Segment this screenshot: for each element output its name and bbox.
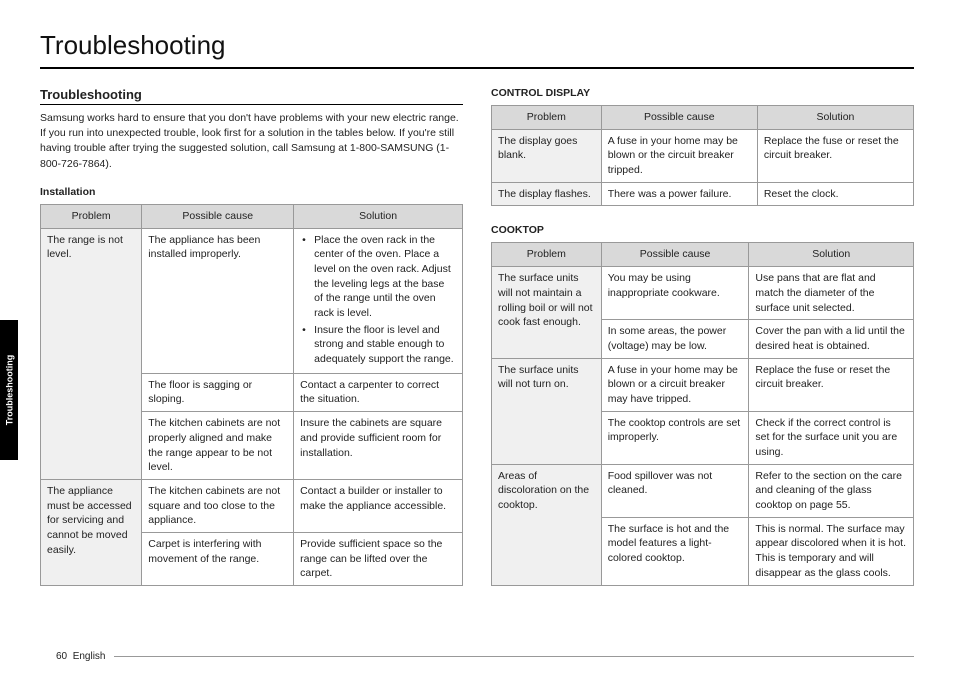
th-problem: Problem: [492, 243, 602, 267]
cell-solution: Cover the pan with a lid until the desir…: [749, 320, 914, 358]
title-rule: [40, 67, 914, 69]
control-display-heading: CONTROL DISPLAY: [491, 87, 914, 99]
cell-solution: Check if the correct control is set for …: [749, 411, 914, 464]
th-solution: Solution: [757, 106, 913, 130]
section-rule: [40, 104, 463, 105]
columns: Troubleshooting Samsung works hard to en…: [40, 87, 914, 604]
cell-solution: Replace the fuse or reset the circuit br…: [749, 358, 914, 411]
cell-cause: The appliance has been installed imprope…: [142, 228, 294, 373]
cell-solution: Refer to the section on the care and cle…: [749, 464, 914, 517]
side-tab-label: Troubleshooting: [4, 355, 14, 426]
installation-heading: Installation: [40, 186, 463, 198]
cell-solution: Reset the clock.: [757, 182, 913, 206]
footer-lang: English: [73, 651, 106, 662]
cell-problem: The surface units will not turn on.: [492, 358, 602, 464]
th-cause: Possible cause: [142, 204, 294, 228]
cell-cause: Carpet is interfering with movement of t…: [142, 532, 294, 585]
th-cause: Possible cause: [601, 243, 749, 267]
left-column: Troubleshooting Samsung works hard to en…: [40, 87, 463, 604]
cell-solution: Contact a builder or installer to make t…: [294, 479, 463, 532]
footer: 60 English: [56, 651, 914, 662]
cell-cause: The surface is hot and the model feature…: [601, 517, 749, 585]
th-solution: Solution: [749, 243, 914, 267]
cell-cause: A fuse in your home may be blown or the …: [601, 129, 757, 182]
installation-table: Problem Possible cause Solution The rang…: [40, 204, 463, 586]
cell-problem: The display flashes.: [492, 182, 602, 206]
th-problem: Problem: [492, 106, 602, 130]
solution-item: Insure the floor is level and strong and…: [300, 323, 456, 367]
cell-solution: Place the oven rack in the center of the…: [294, 228, 463, 373]
cell-problem: The surface units will not maintain a ro…: [492, 267, 602, 358]
solution-item: Place the oven rack in the center of the…: [300, 233, 456, 321]
intro-text: Samsung works hard to ensure that you do…: [40, 111, 463, 172]
cell-cause: You may be using inappropriate cookware.: [601, 267, 749, 320]
cell-cause: The kitchen cabinets are not square and …: [142, 479, 294, 532]
cell-problem: The appliance must be accessed for servi…: [41, 479, 142, 585]
th-cause: Possible cause: [601, 106, 757, 130]
th-problem: Problem: [41, 204, 142, 228]
cell-solution: Use pans that are flat and match the dia…: [749, 267, 914, 320]
cell-cause: The cooktop controls are set improperly.: [601, 411, 749, 464]
right-column: CONTROL DISPLAY Problem Possible cause S…: [491, 87, 914, 604]
cell-solution: This is normal. The surface may appear d…: [749, 517, 914, 585]
cell-problem: The display goes blank.: [492, 129, 602, 182]
control-display-table: Problem Possible cause Solution The disp…: [491, 105, 914, 206]
footer-line: [114, 656, 915, 657]
section-heading: Troubleshooting: [40, 87, 463, 102]
cell-cause: The kitchen cabinets are not properly al…: [142, 412, 294, 480]
cell-cause: The floor is sagging or sloping.: [142, 373, 294, 411]
cell-solution: Insure the cabinets are square and provi…: [294, 412, 463, 480]
cell-solution: Provide sufficient space so the range ca…: [294, 532, 463, 585]
cell-solution: Replace the fuse or reset the circuit br…: [757, 129, 913, 182]
cooktop-table: Problem Possible cause Solution The surf…: [491, 242, 914, 585]
page-title: Troubleshooting: [40, 30, 914, 61]
th-solution: Solution: [294, 204, 463, 228]
cell-solution: Contact a carpenter to correct the situa…: [294, 373, 463, 411]
cell-problem: The range is not level.: [41, 228, 142, 479]
cooktop-heading: COOKTOP: [491, 224, 914, 236]
cell-problem: Areas of discoloration on the cooktop.: [492, 464, 602, 585]
cell-cause: A fuse in your home may be blown or a ci…: [601, 358, 749, 411]
cell-cause: Food spillover was not cleaned.: [601, 464, 749, 517]
page-number: 60: [56, 651, 67, 662]
side-tab: Troubleshooting: [0, 320, 18, 460]
cell-cause: There was a power failure.: [601, 182, 757, 206]
cell-cause: In some areas, the power (voltage) may b…: [601, 320, 749, 358]
